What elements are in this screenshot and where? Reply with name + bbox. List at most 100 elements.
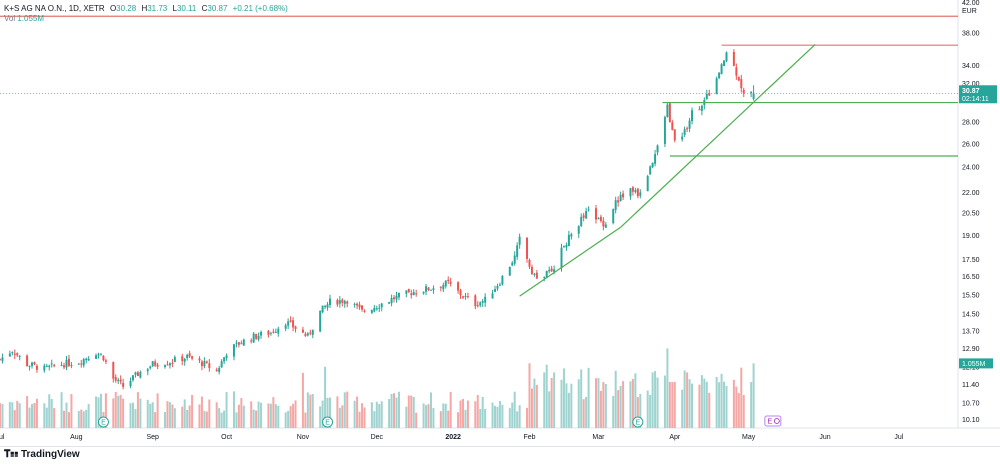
- candle[interactable]: [306, 332, 309, 337]
- candle[interactable]: [594, 205, 597, 224]
- candle[interactable]: [397, 292, 400, 301]
- candle[interactable]: [260, 330, 263, 339]
- candle[interactable]: [311, 329, 314, 339]
- candle[interactable]: [585, 207, 588, 219]
- candle[interactable]: [97, 352, 100, 359]
- candle[interactable]: [634, 187, 637, 194]
- candle[interactable]: [292, 317, 295, 332]
- candle[interactable]: [491, 289, 494, 299]
- candle[interactable]: [604, 221, 607, 229]
- candle[interactable]: [663, 115, 666, 148]
- candle[interactable]: [459, 288, 462, 299]
- candle[interactable]: [612, 208, 615, 225]
- candle[interactable]: [651, 162, 654, 169]
- candle[interactable]: [479, 301, 482, 308]
- candle[interactable]: [740, 74, 743, 93]
- candle[interactable]: [45, 363, 48, 367]
- candle[interactable]: [410, 289, 413, 299]
- candle[interactable]: [708, 89, 711, 96]
- candle[interactable]: [287, 318, 290, 329]
- candle[interactable]: [304, 331, 307, 337]
- candle[interactable]: [639, 189, 642, 199]
- candle[interactable]: [742, 87, 745, 98]
- candle[interactable]: [442, 282, 445, 293]
- candle[interactable]: [338, 295, 341, 308]
- candle[interactable]: [131, 375, 134, 382]
- candle[interactable]: [341, 298, 344, 307]
- candle[interactable]: [619, 191, 622, 202]
- candle[interactable]: [617, 196, 620, 207]
- candle[interactable]: [582, 212, 585, 222]
- candle[interactable]: [528, 258, 531, 269]
- candle[interactable]: [732, 49, 735, 67]
- candle[interactable]: [361, 305, 364, 312]
- candle[interactable]: [26, 354, 29, 367]
- candle[interactable]: [80, 359, 83, 368]
- candle[interactable]: [405, 290, 408, 298]
- candle[interactable]: [191, 355, 194, 361]
- candle[interactable]: [432, 285, 435, 294]
- candle[interactable]: [250, 338, 253, 344]
- candle[interactable]: [237, 341, 240, 348]
- candle[interactable]: [496, 283, 499, 291]
- candle[interactable]: [649, 165, 652, 175]
- candle[interactable]: [577, 225, 580, 238]
- candle[interactable]: [666, 102, 669, 118]
- candle[interactable]: [629, 187, 632, 200]
- candle[interactable]: [646, 174, 649, 192]
- candle[interactable]: [168, 362, 171, 369]
- candle[interactable]: [545, 270, 548, 278]
- candle[interactable]: [498, 282, 501, 287]
- candle[interactable]: [518, 233, 521, 249]
- candle[interactable]: [449, 277, 452, 287]
- candle[interactable]: [164, 364, 167, 369]
- candle[interactable]: [425, 284, 428, 296]
- candle[interactable]: [18, 355, 21, 361]
- candle[interactable]: [85, 357, 88, 364]
- candle[interactable]: [77, 362, 80, 365]
- candle[interactable]: [321, 305, 324, 314]
- candle[interactable]: [220, 359, 223, 368]
- candle[interactable]: [388, 301, 391, 305]
- candle[interactable]: [375, 305, 378, 311]
- candle[interactable]: [668, 102, 671, 123]
- candle[interactable]: [548, 266, 551, 274]
- candle[interactable]: [151, 360, 154, 367]
- candle[interactable]: [205, 360, 208, 364]
- candle[interactable]: [181, 353, 184, 366]
- candle[interactable]: [324, 304, 327, 310]
- trendline-upper[interactable]: [620, 43, 816, 228]
- candle[interactable]: [530, 264, 533, 275]
- candle[interactable]: [353, 302, 356, 308]
- candle[interactable]: [166, 360, 169, 366]
- candle[interactable]: [139, 370, 142, 379]
- earnings-marker[interactable]: E: [97, 416, 109, 428]
- candle[interactable]: [114, 374, 117, 383]
- candle[interactable]: [277, 326, 280, 337]
- candle[interactable]: [65, 356, 68, 371]
- candle[interactable]: [183, 358, 186, 366]
- candle[interactable]: [562, 245, 565, 248]
- candle[interactable]: [587, 206, 590, 212]
- candle[interactable]: [599, 214, 602, 223]
- candle[interactable]: [242, 338, 245, 346]
- candle[interactable]: [533, 272, 536, 277]
- candle[interactable]: [218, 365, 221, 375]
- candle[interactable]: [737, 76, 740, 82]
- candle[interactable]: [122, 378, 125, 390]
- candle[interactable]: [735, 63, 738, 80]
- candle[interactable]: [215, 367, 218, 372]
- candle[interactable]: [439, 286, 442, 292]
- candle[interactable]: [393, 294, 396, 303]
- candle[interactable]: [356, 302, 359, 310]
- candle[interactable]: [112, 361, 115, 383]
- candle[interactable]: [200, 359, 203, 371]
- candle[interactable]: [654, 149, 657, 167]
- candle[interactable]: [447, 276, 450, 285]
- candle[interactable]: [723, 59, 726, 67]
- candlestick-chart[interactable]: 10.1010.7011.4012.1012.9013.7014.5015.50…: [0, 0, 1000, 446]
- candle[interactable]: [700, 104, 703, 116]
- candle[interactable]: [474, 294, 477, 310]
- candle[interactable]: [171, 359, 174, 368]
- candle[interactable]: [614, 196, 617, 214]
